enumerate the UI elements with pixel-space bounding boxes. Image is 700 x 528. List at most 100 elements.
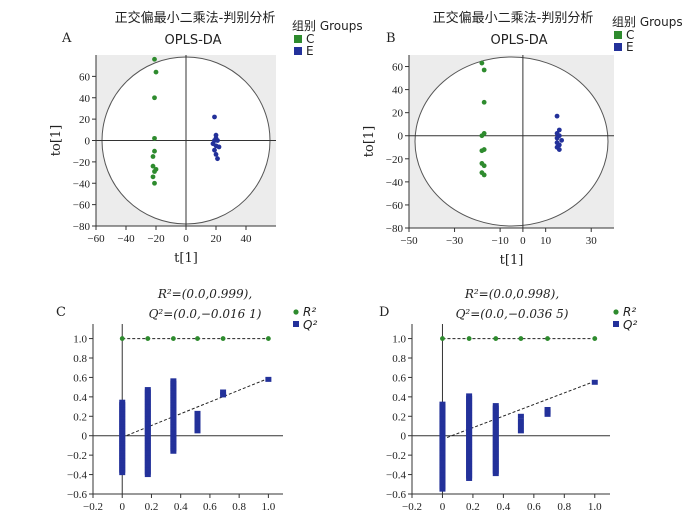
x-tick-label: −0.2 <box>402 501 422 513</box>
point-C <box>152 56 157 62</box>
x-tick-label: 20 <box>211 233 223 245</box>
legend-swatch-r2 <box>293 309 299 315</box>
q2-point <box>517 428 524 434</box>
legend-swatch-C <box>294 35 302 43</box>
x-axis-label: t[1] <box>500 253 524 268</box>
point-E <box>556 147 562 152</box>
legend-swatch-E <box>614 43 622 51</box>
legend-entry-r2: R² <box>623 305 636 319</box>
panel-label: C <box>56 305 66 320</box>
x-tick-label: 0.6 <box>527 501 541 513</box>
q2-point <box>492 403 499 409</box>
point-C <box>152 148 157 154</box>
y-tick-label: −80 <box>386 223 404 235</box>
point-C <box>152 180 157 186</box>
y-axis-label: to[1] <box>362 126 377 157</box>
legend-entry-q2: Q² <box>303 318 317 332</box>
y-tick-label: 0 <box>401 431 407 443</box>
y-tick-label: 20 <box>392 108 404 120</box>
q2-point <box>265 376 272 382</box>
point-E <box>213 151 219 157</box>
q2-point <box>517 418 524 424</box>
q2-point <box>144 387 151 393</box>
x-tick-label: −0.2 <box>83 501 103 513</box>
r2-point <box>265 336 271 341</box>
x-axis-label: t[1] <box>174 251 198 266</box>
point-C <box>152 95 157 101</box>
legend-entry-C: C <box>626 28 634 42</box>
panel-D: D R²=(0.0,0.998), Q²=(0.0,−0.036 5) −0.2 0 0.… <box>379 287 637 513</box>
legend-title: 组别 Groups <box>292 19 363 33</box>
figure-title: 正交偏最小二乘法-判别分析 <box>115 10 276 26</box>
point-C <box>150 174 156 180</box>
x-tick-label: 40 <box>241 233 253 245</box>
legend-swatch-C <box>614 31 622 39</box>
x-tick-label: −40 <box>117 233 135 245</box>
x-tick-label: 0 <box>119 501 125 513</box>
panel-label: A <box>61 31 72 46</box>
annotation-line: R²=(0.0,0.998), <box>464 287 559 301</box>
point-C <box>479 148 485 154</box>
q2-point <box>517 413 524 419</box>
y-tick-label: −80 <box>73 221 91 233</box>
legend-entry-r2: R² <box>303 305 316 319</box>
x-tick-label: −50 <box>400 235 418 247</box>
panel-label: B <box>386 31 396 46</box>
y-tick-label: 1.0 <box>392 334 406 346</box>
x-tick-label: 0.8 <box>232 501 246 513</box>
y-tick-label: 20 <box>79 114 91 126</box>
y-tick-label: 0.6 <box>73 372 87 384</box>
x-tick-label: 30 <box>586 235 598 247</box>
y-tick-label: 0.8 <box>392 353 406 365</box>
y-tick-label: −0.2 <box>67 450 87 462</box>
y-tick-label: −0.2 <box>386 450 406 462</box>
q2-point <box>194 425 201 431</box>
panel-title: OPLS-DA <box>491 33 548 48</box>
x-tick-label: −10 <box>492 235 510 247</box>
r2-point <box>493 336 499 341</box>
y-tick-label: 40 <box>79 93 91 105</box>
point-C <box>150 154 156 159</box>
legend-swatch-r2 <box>613 309 619 315</box>
q2-point <box>517 423 524 429</box>
point-E <box>554 135 560 141</box>
point-C <box>479 60 485 66</box>
point-C <box>152 169 157 174</box>
legend-entry-E: E <box>626 40 634 54</box>
x-tick-label: 0 <box>520 235 526 247</box>
point-C <box>481 172 487 178</box>
panel-C: C R²=(0.0,0.999), Q²=(0.0,−0.016 1) −0.2 0 0.… <box>56 287 317 513</box>
x-tick-label: −20 <box>147 233 165 245</box>
q2-point <box>544 406 551 412</box>
x-tick-label: 10 <box>540 235 552 247</box>
panel-B: 正交偏最小二乘法-判别分析 OPLS-DA B −50 −30 −10 0 10 30 60 40 2… <box>362 10 683 268</box>
q2-point <box>119 399 126 405</box>
x-tick-label: 1.0 <box>588 501 602 513</box>
q2-point <box>591 379 598 385</box>
x-tick-label: 1.0 <box>262 501 276 513</box>
annotation-line: Q²=(0.0,−0.016 1) <box>149 307 262 321</box>
y-tick-label: 0 <box>398 131 404 143</box>
point-E <box>556 127 562 133</box>
legend-swatch-q2 <box>613 321 619 327</box>
x-tick-label: 0.2 <box>145 501 159 513</box>
point-E <box>559 137 565 143</box>
x-tick-label: 0.6 <box>203 501 217 513</box>
panel-A: 正交偏最小二乘法-判别分析 OPLS-DA A −60 −40 −20 0 20 40 60 40 2… <box>49 10 363 266</box>
point-E <box>212 147 217 153</box>
y-tick-label: −0.6 <box>67 489 87 501</box>
point-E <box>554 113 560 119</box>
legend-entry-E: E <box>306 44 314 58</box>
r2-point <box>466 336 472 341</box>
x-tick-label: 0.8 <box>557 501 571 513</box>
y-tick-label: −20 <box>386 154 404 166</box>
x-tick-label: −60 <box>87 233 105 245</box>
y-tick-label: 0 <box>85 136 91 148</box>
q2-point <box>194 428 201 434</box>
y-tick-label: 0 <box>82 431 88 443</box>
x-tick-label: 0.4 <box>174 501 188 513</box>
point-E <box>215 138 220 143</box>
y-tick-label: 1.0 <box>73 334 87 346</box>
point-C <box>481 99 487 105</box>
y-tick-label: 0.4 <box>73 392 87 404</box>
